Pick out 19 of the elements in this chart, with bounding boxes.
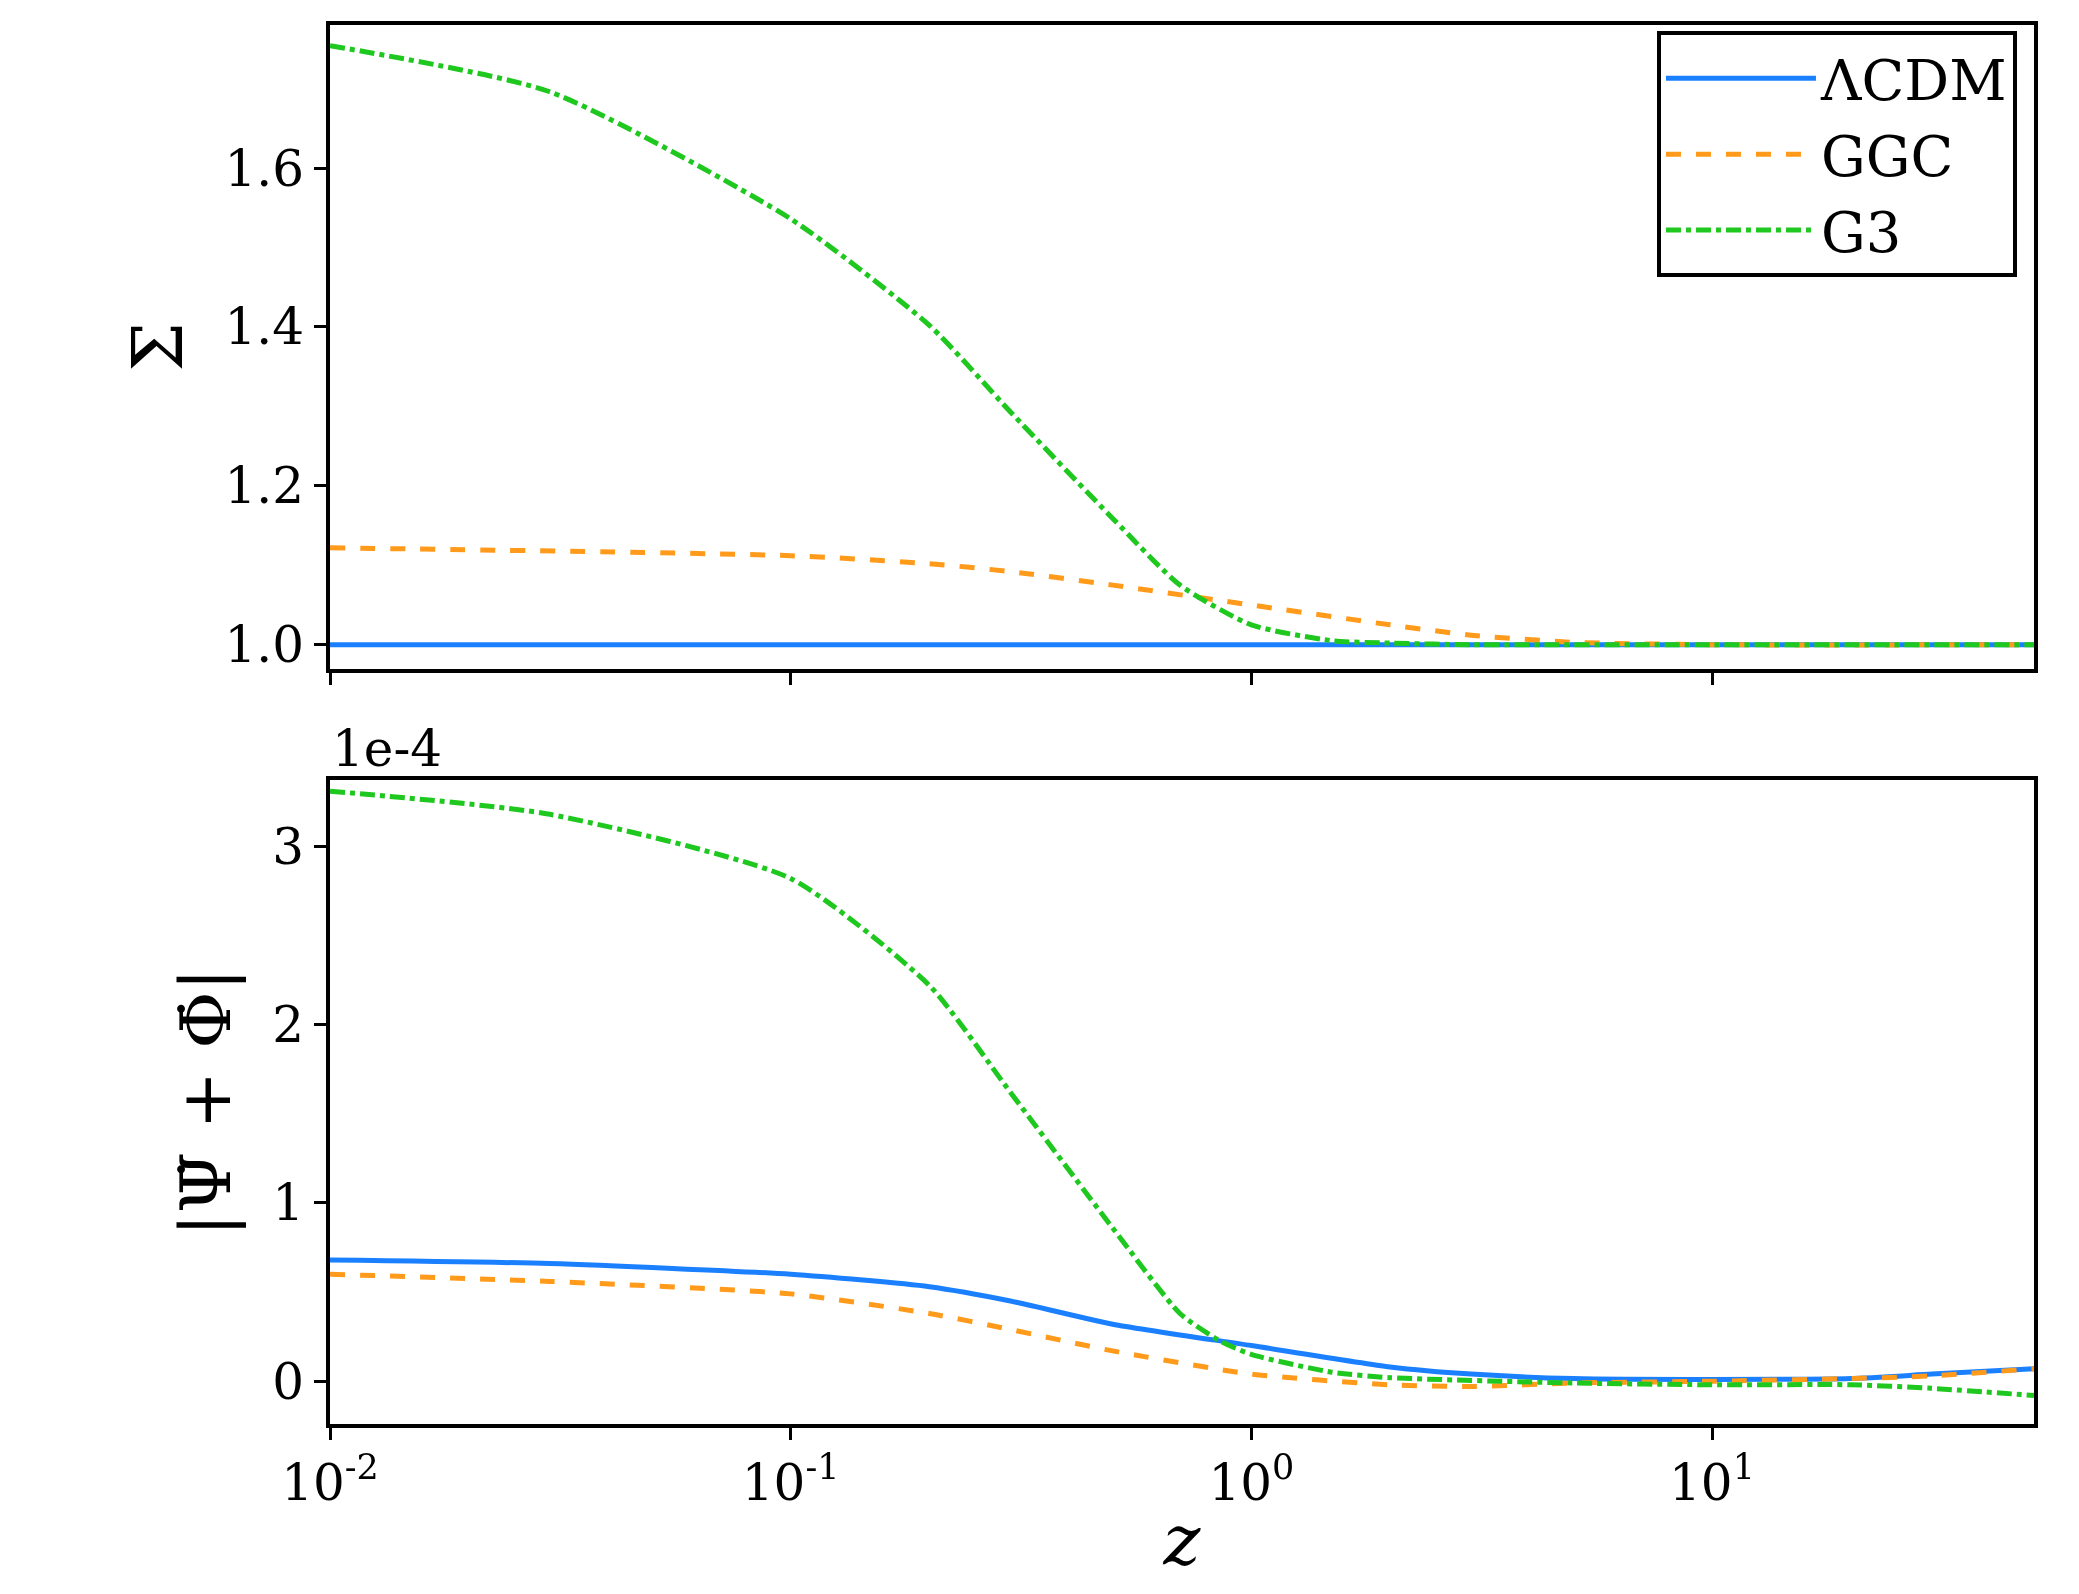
y-tick-label: 0 <box>272 1352 304 1411</box>
legend-label: ΛCDM <box>1819 48 2007 114</box>
x-tick-label: 10$^{0}$ <box>1208 1447 1295 1512</box>
x-tick-label: 10$^{-2}$ <box>281 1447 379 1512</box>
x-tick-label: 10$^{1}$ <box>1669 1447 1755 1512</box>
text: 1e-4 <box>332 720 443 778</box>
y-tick-label: 1.0 <box>224 616 304 675</box>
y-tick-label: 1.6 <box>224 139 304 198</box>
y-axis-title: |Ψ̇ + Φ̇| <box>164 967 247 1237</box>
y-tick-label: 1.4 <box>224 298 304 357</box>
legend-label: GGC <box>1820 123 1954 189</box>
y-tick-label: 1 <box>272 1174 304 1233</box>
x-axis-title: z <box>1162 1499 1202 1581</box>
legend-label: G3 <box>1820 199 1902 265</box>
y-tick-label: 1.2 <box>224 457 304 516</box>
y-tick-label: 2 <box>272 996 304 1055</box>
x-tick-label: 10$^{-1}$ <box>741 1447 840 1512</box>
y-axis-title: Σ <box>116 322 199 372</box>
y-tick-label: 3 <box>272 817 304 876</box>
